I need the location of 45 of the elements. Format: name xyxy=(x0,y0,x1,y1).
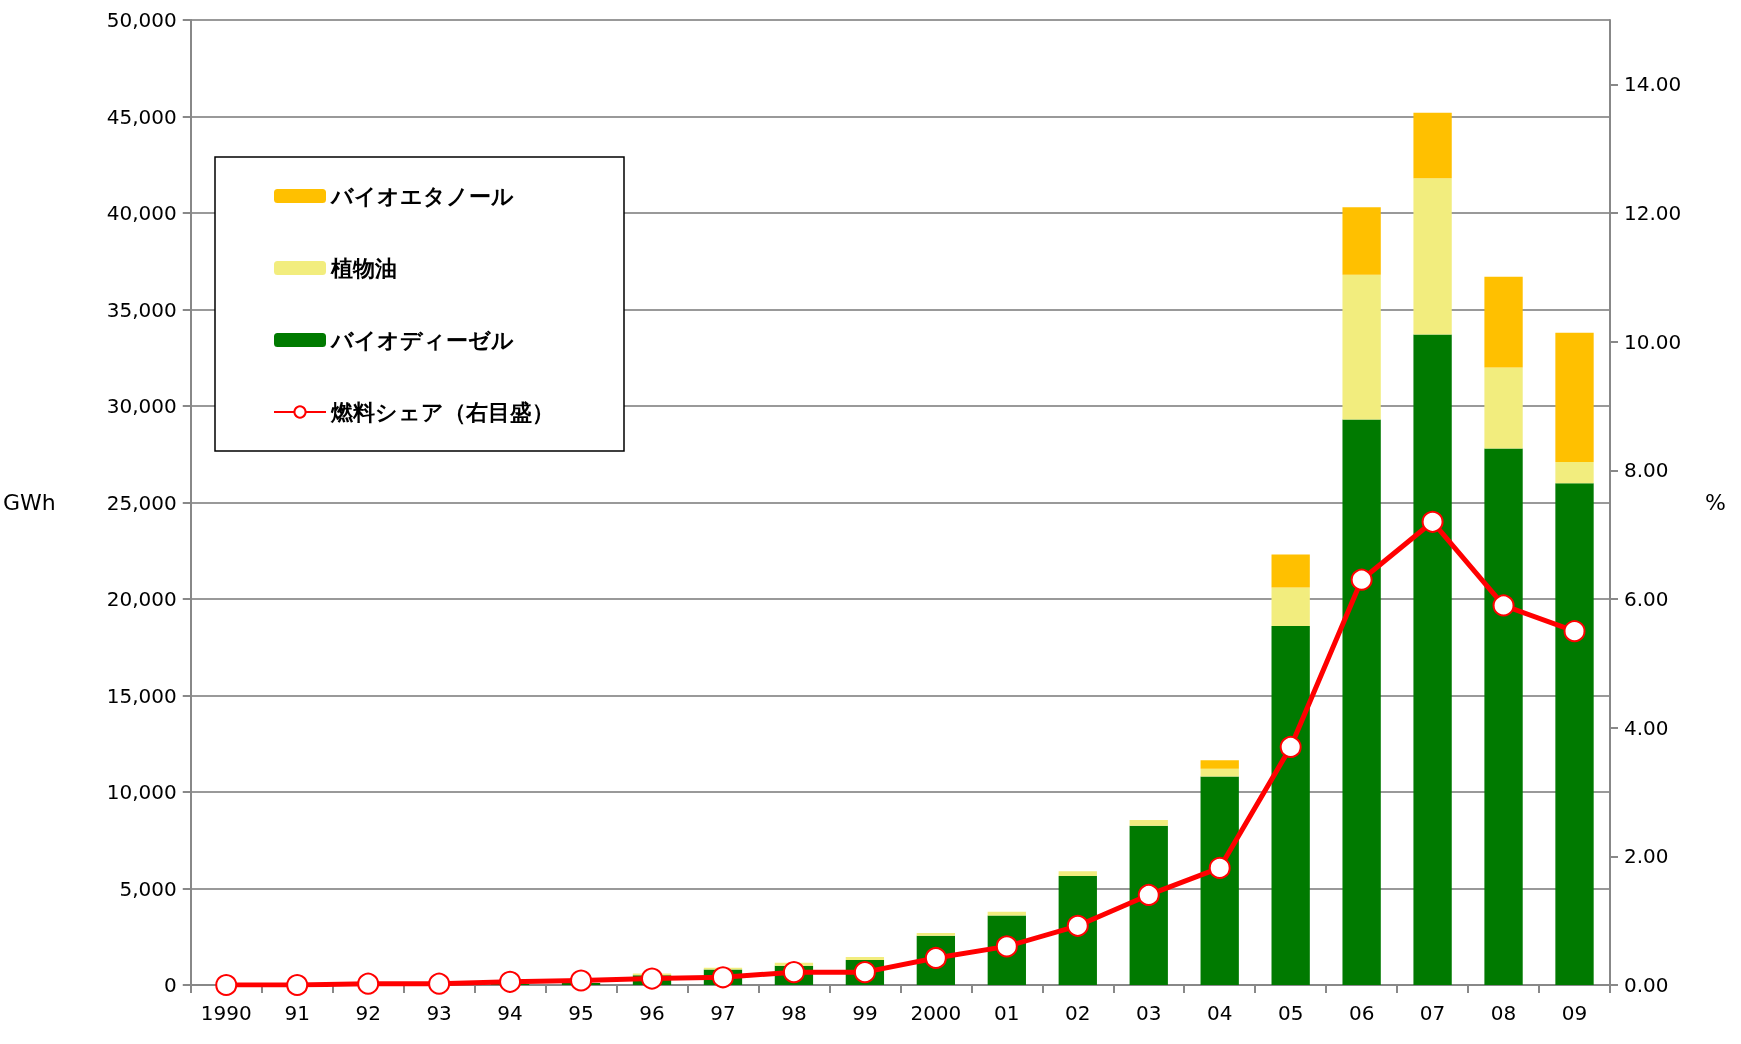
x-tick-label: 91 xyxy=(284,1001,310,1025)
x-tick-label: 98 xyxy=(781,1001,807,1025)
x-tick-label: 1990 xyxy=(200,1001,252,1025)
x-tick-label: 02 xyxy=(1065,1001,1091,1025)
y2-tick-label: 8.00 xyxy=(1624,458,1669,483)
x-tick-label: 05 xyxy=(1277,1001,1304,1025)
y-tick-label: 15,000 xyxy=(106,683,177,708)
x-tick-label: 92 xyxy=(355,1001,381,1025)
y2-tick-label: 2.00 xyxy=(1624,844,1669,869)
y-tick-label: 5,000 xyxy=(119,876,177,901)
legend-label: 植物油 xyxy=(330,255,397,281)
x-tick-label: 2000 xyxy=(910,1001,962,1025)
x-tick-label: 94 xyxy=(497,1001,523,1025)
x-tick-label: 96 xyxy=(639,1001,665,1025)
y-tick-label: 50,000 xyxy=(106,8,177,32)
x-tick-label: 97 xyxy=(710,1001,736,1025)
x-tick-label: 09 xyxy=(1561,1001,1588,1025)
y-tick-label: 20,000 xyxy=(106,587,177,611)
y2-tick-label: 4.00 xyxy=(1624,715,1669,740)
y2-tick-label: 10.00 xyxy=(1624,329,1682,354)
x-tick-label: 06 xyxy=(1348,1001,1375,1025)
x-tick-label: 01 xyxy=(994,1001,1020,1025)
y2-tick-label: 0.00 xyxy=(1624,973,1669,997)
x-tick-label: 93 xyxy=(426,1001,452,1025)
x-tick-label: 99 xyxy=(852,1001,878,1025)
y-tick-label: 40,000 xyxy=(106,201,177,225)
x-tick-label: 95 xyxy=(568,1001,594,1025)
y-tick-label: 30,000 xyxy=(106,394,177,418)
y2-tick-label: 6.00 xyxy=(1624,587,1669,611)
y-tick-label: 35,000 xyxy=(106,297,177,322)
y-tick-label: 25,000 xyxy=(106,490,177,515)
legend-label: バイオディーゼル xyxy=(329,327,514,353)
legend-label: 燃料シェア（右目盛） xyxy=(330,399,554,425)
y2-tick-label: 12.00 xyxy=(1624,201,1682,225)
y-tick-label: 45,000 xyxy=(106,104,177,129)
x-tick-label: 08 xyxy=(1490,1001,1517,1025)
x-tick-label: 03 xyxy=(1136,1001,1162,1025)
y2-axis-title: % xyxy=(1705,490,1726,515)
x-tick-label: 07 xyxy=(1419,1001,1446,1025)
x-tick-label: 04 xyxy=(1206,1001,1233,1025)
y2-tick-label: 14.00 xyxy=(1624,72,1682,97)
y-axis-title: GWh xyxy=(2,490,56,515)
y-tick-label: 10,000 xyxy=(106,780,177,804)
y-tick-label: 0 xyxy=(164,973,177,997)
legend-label: バイオエタノール xyxy=(329,183,514,209)
